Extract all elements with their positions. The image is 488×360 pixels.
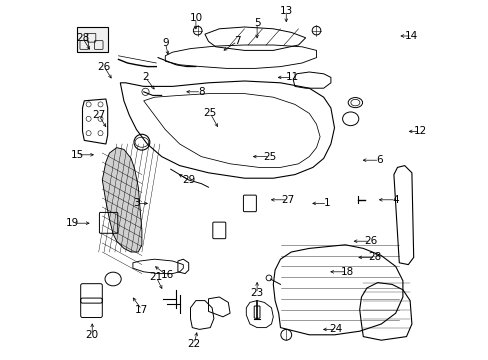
Text: 21: 21 — [149, 272, 163, 282]
Text: 8: 8 — [198, 87, 204, 97]
Text: 25: 25 — [263, 152, 276, 162]
Text: 6: 6 — [375, 155, 382, 165]
Text: 14: 14 — [405, 31, 418, 41]
Text: 29: 29 — [182, 175, 195, 185]
Text: 12: 12 — [413, 126, 426, 136]
Text: 4: 4 — [391, 195, 398, 205]
Text: 18: 18 — [340, 267, 353, 277]
Text: 5: 5 — [253, 18, 260, 28]
Text: 26: 26 — [97, 62, 110, 72]
Text: 13: 13 — [279, 6, 292, 16]
Text: 27: 27 — [92, 110, 105, 120]
Text: 26: 26 — [363, 236, 376, 246]
Text: 24: 24 — [329, 324, 342, 334]
Text: 16: 16 — [160, 270, 173, 280]
Text: 19: 19 — [66, 218, 79, 228]
Text: 10: 10 — [189, 13, 202, 23]
Text: 28: 28 — [368, 252, 381, 262]
FancyBboxPatch shape — [77, 27, 107, 52]
Text: 3: 3 — [133, 198, 140, 208]
Text: 20: 20 — [85, 330, 99, 340]
Polygon shape — [102, 148, 142, 252]
Text: 25: 25 — [203, 108, 217, 118]
Text: 11: 11 — [285, 72, 299, 82]
Text: 28: 28 — [76, 33, 89, 43]
Text: 1: 1 — [324, 198, 330, 208]
Text: 27: 27 — [281, 195, 294, 205]
Text: 7: 7 — [234, 36, 240, 46]
Text: 17: 17 — [135, 305, 148, 315]
Text: 23: 23 — [250, 288, 263, 298]
Text: 15: 15 — [70, 150, 83, 160]
Text: 22: 22 — [187, 339, 200, 349]
Text: 2: 2 — [142, 72, 148, 82]
Text: 9: 9 — [162, 38, 168, 48]
